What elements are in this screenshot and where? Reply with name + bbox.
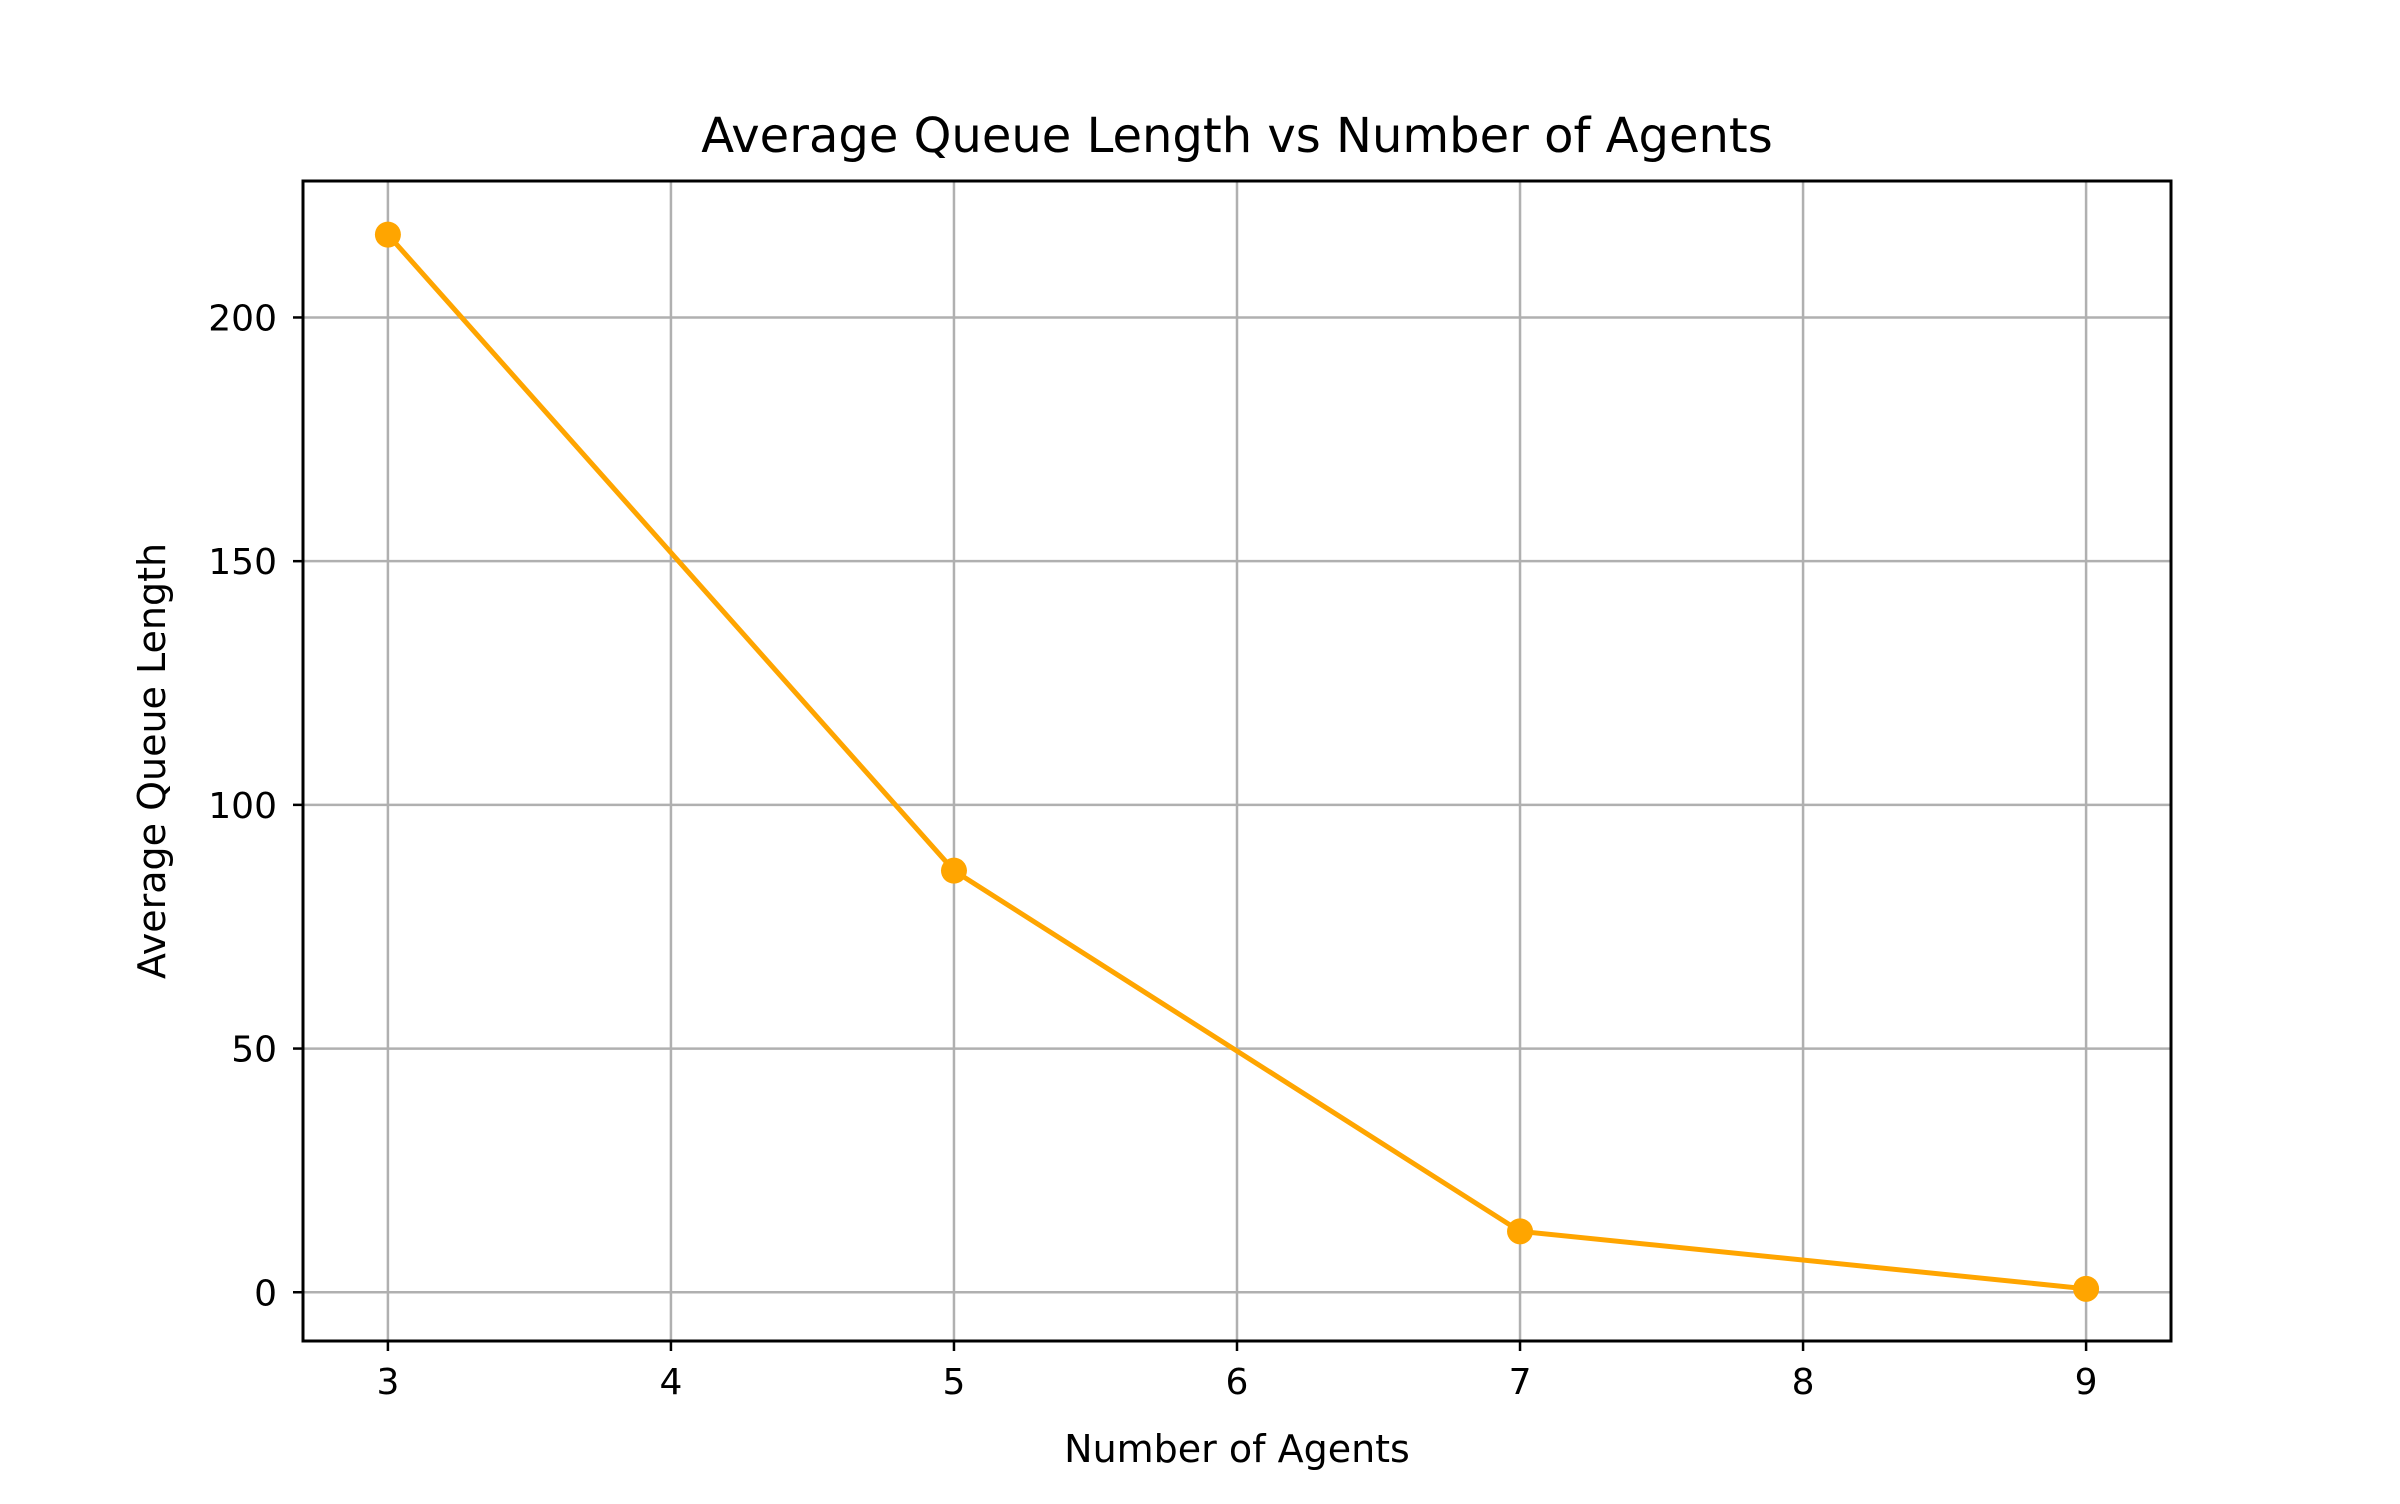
data-point bbox=[1507, 1218, 1534, 1245]
y-tick-label: 150 bbox=[208, 542, 277, 583]
data-point bbox=[940, 857, 967, 884]
grid-lines bbox=[303, 181, 2171, 1341]
x-tick-label: 7 bbox=[1509, 1362, 1532, 1403]
y-tick-label: 100 bbox=[208, 786, 277, 827]
x-axis-label: Number of Agents bbox=[1064, 1427, 1410, 1471]
x-tick-label: 6 bbox=[1226, 1362, 1249, 1403]
series-line bbox=[384, 231, 2089, 1292]
x-tick-label: 4 bbox=[659, 1362, 682, 1403]
x-tick-label: 5 bbox=[943, 1362, 966, 1403]
y-tick-label: 200 bbox=[208, 298, 277, 339]
x-tick-label: 3 bbox=[376, 1362, 399, 1403]
x-tick-label: 8 bbox=[1792, 1362, 1815, 1403]
x-tick-label: 9 bbox=[2075, 1362, 2098, 1403]
y-axis-label: Average Queue Length bbox=[130, 543, 174, 979]
y-tick-label: 0 bbox=[254, 1273, 277, 1314]
chart-title: Average Queue Length vs Number of Agents bbox=[701, 108, 1773, 164]
data-point bbox=[374, 221, 401, 248]
axis-ticks: 3 4 5 6 7 8 9 0 50 100 150 200 bbox=[208, 298, 2097, 1403]
series-layer bbox=[374, 221, 2100, 1302]
data-point bbox=[2073, 1275, 2100, 1302]
y-tick-label: 50 bbox=[231, 1030, 277, 1071]
